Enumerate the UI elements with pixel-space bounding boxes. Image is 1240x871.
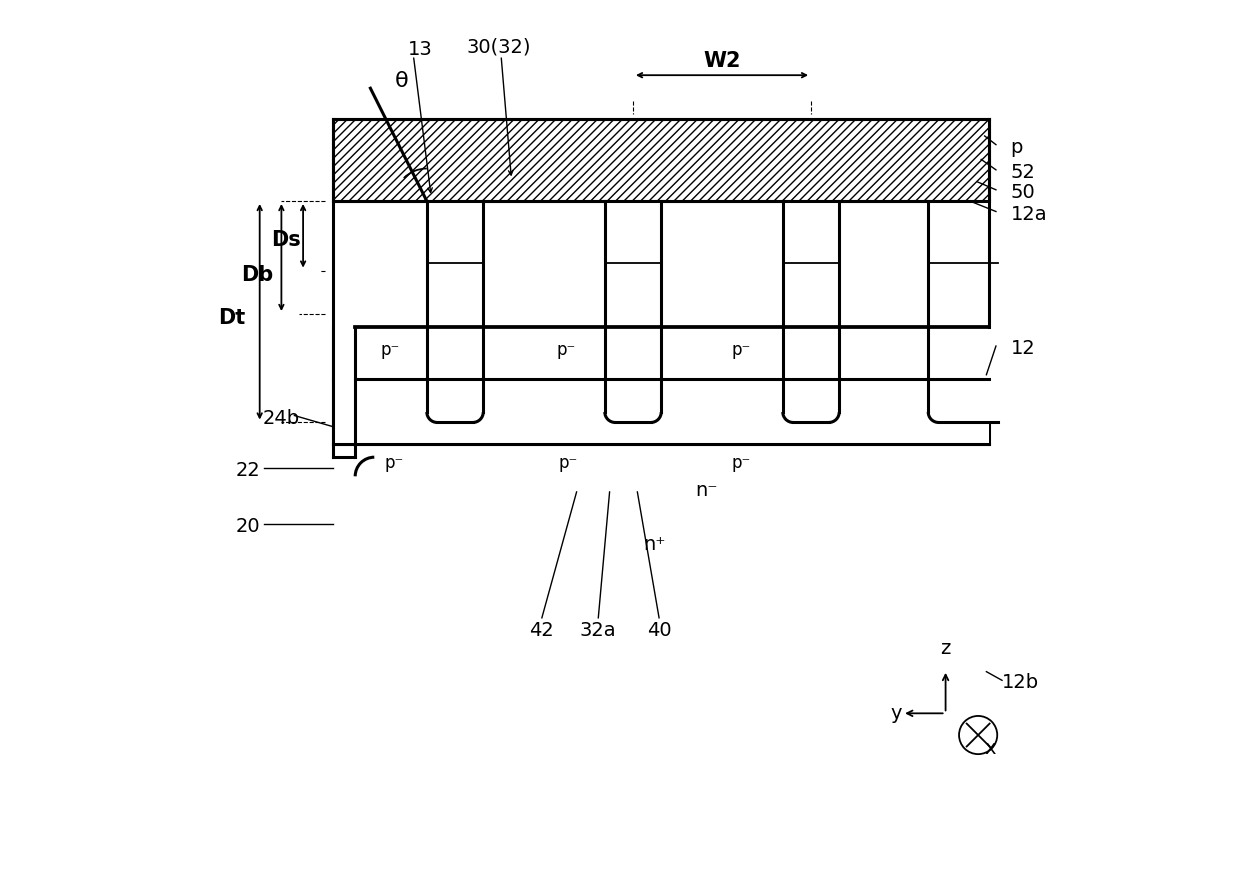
Bar bbox=[334, 379, 990, 444]
Text: 12: 12 bbox=[1011, 339, 1035, 358]
Text: p: p bbox=[1011, 138, 1023, 157]
Bar bbox=[782, 201, 839, 263]
Text: p⁻: p⁻ bbox=[558, 455, 578, 472]
Bar bbox=[655, 201, 661, 412]
Text: 12b: 12b bbox=[1002, 673, 1039, 692]
Bar bbox=[929, 201, 998, 263]
Bar bbox=[833, 201, 839, 412]
Text: 30(32): 30(32) bbox=[466, 37, 531, 56]
Text: z: z bbox=[940, 638, 951, 658]
Text: x: x bbox=[985, 739, 996, 758]
Text: n⁻: n⁻ bbox=[696, 481, 718, 500]
Text: p⁻: p⁻ bbox=[381, 341, 399, 360]
Text: 22: 22 bbox=[236, 461, 260, 480]
Text: n⁺: n⁺ bbox=[644, 535, 666, 554]
Text: 13: 13 bbox=[408, 40, 433, 58]
Text: 50: 50 bbox=[1011, 183, 1035, 202]
Bar bbox=[334, 118, 990, 201]
Text: p⁻: p⁻ bbox=[384, 455, 404, 472]
Bar bbox=[782, 201, 789, 412]
Text: Db: Db bbox=[241, 265, 273, 285]
Text: 20: 20 bbox=[236, 517, 260, 537]
Text: 12a: 12a bbox=[1011, 205, 1048, 224]
Text: y: y bbox=[890, 704, 901, 723]
Bar bbox=[334, 327, 990, 379]
Text: θ: θ bbox=[394, 71, 408, 91]
Bar bbox=[929, 201, 998, 422]
Text: 52: 52 bbox=[1011, 163, 1035, 182]
Text: p⁻: p⁻ bbox=[732, 455, 751, 472]
Text: Ds: Ds bbox=[270, 230, 300, 250]
Bar bbox=[782, 201, 839, 422]
Text: p⁻: p⁻ bbox=[557, 341, 575, 360]
Text: Dt: Dt bbox=[218, 308, 246, 328]
Text: W2: W2 bbox=[704, 51, 742, 71]
Text: 40: 40 bbox=[647, 621, 671, 640]
Text: 32a: 32a bbox=[580, 621, 616, 640]
Bar bbox=[605, 201, 661, 263]
Bar bbox=[427, 201, 484, 422]
Bar bbox=[477, 201, 484, 412]
Text: 24b: 24b bbox=[263, 408, 300, 428]
Text: 42: 42 bbox=[529, 621, 554, 640]
Text: p⁻: p⁻ bbox=[732, 341, 751, 360]
Bar bbox=[427, 201, 484, 263]
Bar bbox=[605, 201, 611, 412]
Bar bbox=[334, 201, 990, 444]
Bar bbox=[605, 201, 661, 422]
Bar bbox=[929, 201, 934, 412]
Bar bbox=[427, 201, 433, 412]
